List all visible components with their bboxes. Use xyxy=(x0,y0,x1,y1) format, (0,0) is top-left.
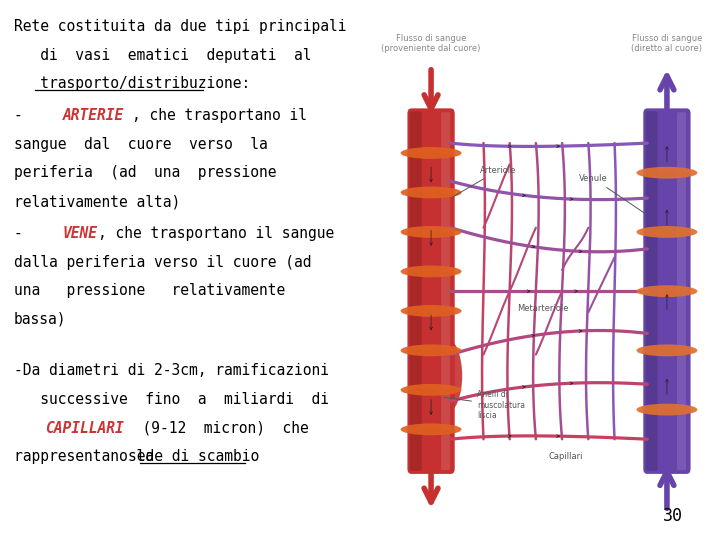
Ellipse shape xyxy=(636,350,698,355)
Ellipse shape xyxy=(400,186,462,198)
Text: , che trasportano il: , che trasportano il xyxy=(132,108,307,123)
FancyBboxPatch shape xyxy=(677,112,686,470)
Ellipse shape xyxy=(400,152,462,158)
Text: VENE: VENE xyxy=(63,226,97,241)
Text: Capillari: Capillari xyxy=(548,451,582,461)
FancyBboxPatch shape xyxy=(644,109,690,474)
Ellipse shape xyxy=(636,172,698,177)
Ellipse shape xyxy=(400,310,462,315)
Ellipse shape xyxy=(636,226,698,238)
Text: -: - xyxy=(14,108,58,123)
Text: Rete costituita da due tipi principali: Rete costituita da due tipi principali xyxy=(14,19,346,34)
Ellipse shape xyxy=(400,147,462,159)
FancyBboxPatch shape xyxy=(408,109,454,474)
FancyBboxPatch shape xyxy=(408,109,454,474)
Ellipse shape xyxy=(400,192,462,197)
Ellipse shape xyxy=(400,266,462,278)
Ellipse shape xyxy=(400,232,462,237)
Ellipse shape xyxy=(429,338,462,414)
Ellipse shape xyxy=(400,423,462,435)
Text: sede di scambio: sede di scambio xyxy=(128,449,259,464)
Ellipse shape xyxy=(636,345,698,356)
Ellipse shape xyxy=(636,409,698,414)
FancyBboxPatch shape xyxy=(410,111,422,471)
Ellipse shape xyxy=(636,285,698,297)
Text: Anelli di
muscolatura
liscia: Anelli di muscolatura liscia xyxy=(444,390,525,420)
Text: trasporto/distribuzione:: trasporto/distribuzione: xyxy=(14,76,250,91)
Ellipse shape xyxy=(400,384,462,396)
Text: -Da diametri di 2-3cm, ramificazioni: -Da diametri di 2-3cm, ramificazioni xyxy=(14,363,329,379)
Ellipse shape xyxy=(400,305,462,317)
Text: periferia  (ad  una  pressione: periferia (ad una pressione xyxy=(14,165,276,180)
Text: bassa): bassa) xyxy=(14,312,66,327)
FancyBboxPatch shape xyxy=(441,112,450,470)
Text: rappresentano la: rappresentano la xyxy=(14,449,163,464)
Text: dalla periferia verso il cuore (ad: dalla periferia verso il cuore (ad xyxy=(14,255,311,269)
Ellipse shape xyxy=(636,167,698,179)
Text: di  vasi  ematici  deputati  al: di vasi ematici deputati al xyxy=(14,48,311,63)
Text: Flusso di sangue
(diretto al cuore): Flusso di sangue (diretto al cuore) xyxy=(631,34,703,53)
Text: CAPILLARI: CAPILLARI xyxy=(45,421,125,436)
FancyBboxPatch shape xyxy=(646,111,657,471)
Text: Venule: Venule xyxy=(579,174,645,213)
Text: ARTERIE: ARTERIE xyxy=(63,108,124,123)
Ellipse shape xyxy=(400,226,462,238)
Text: 30: 30 xyxy=(663,507,683,525)
Text: , che trasportano il sangue: , che trasportano il sangue xyxy=(98,226,334,241)
Ellipse shape xyxy=(636,404,698,415)
Text: una   pressione   relativamente: una pressione relativamente xyxy=(14,284,285,298)
Ellipse shape xyxy=(400,271,462,276)
Ellipse shape xyxy=(400,429,462,434)
Ellipse shape xyxy=(400,350,462,355)
Ellipse shape xyxy=(636,291,698,296)
Ellipse shape xyxy=(400,345,462,356)
Text: -: - xyxy=(14,226,58,241)
Text: successive  fino  a  miliardi  di: successive fino a miliardi di xyxy=(14,392,329,407)
Text: sangue  dal  cuore  verso  la: sangue dal cuore verso la xyxy=(14,137,268,152)
Ellipse shape xyxy=(636,232,698,237)
Text: Metarteriole: Metarteriole xyxy=(517,304,568,313)
Text: (9-12  micron)  che: (9-12 micron) che xyxy=(125,421,309,436)
Text: Flusso di sangue
(proveniente dal cuore): Flusso di sangue (proveniente dal cuore) xyxy=(382,34,481,53)
FancyBboxPatch shape xyxy=(644,109,690,474)
Text: Arteriole: Arteriole xyxy=(453,166,516,197)
Text: relativamente alta): relativamente alta) xyxy=(14,194,180,209)
Ellipse shape xyxy=(400,389,462,395)
